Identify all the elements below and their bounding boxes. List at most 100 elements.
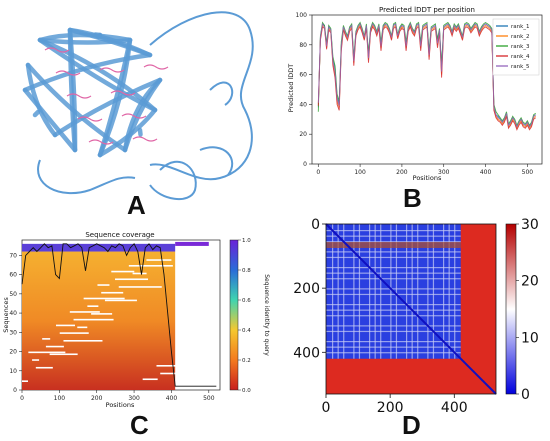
coverage-gap [77,326,88,329]
matrix-stripe [326,341,461,343]
matrix-stripe [326,230,461,232]
coverage-gap [28,351,66,354]
protein-structure-image [22,11,254,201]
x-tick-label: 0 [20,395,24,402]
matrix-stripe [326,304,461,306]
coverage-gap [128,265,173,267]
y-tick-label: 60 [9,272,17,279]
coverage-body [22,251,176,390]
matrix-stripe [326,315,461,317]
coverage-line [21,243,217,387]
matrix-stripe [326,288,461,290]
coverage-chart-panel: Sequence coverage Positions Sequences Se… [0,225,275,415]
helix-ribbon [67,27,153,58]
legend-entry: rank_5 [511,64,530,70]
series-line-rank_5 [317,22,536,128]
helix-edge [44,47,70,53]
helix-ribbon [37,32,133,43]
loop-region [209,81,234,106]
coverage-gap [22,380,28,382]
loop-region [149,11,254,181]
y-tick-label: 70 [9,252,17,259]
colorbar-tick-label: 30 [521,217,539,233]
y-tick-label: 60 [299,72,307,79]
panel-label-c: C [130,410,149,440]
colorbar-tick-label: 0 [521,387,530,403]
legend-entry: rank_3 [511,44,530,50]
matrix-stripe [343,224,345,359]
matrix-stripe [326,242,461,248]
coverage-gap [118,286,162,288]
panel-label-b: B [403,183,422,213]
x-tick-label: 100 [54,395,66,402]
coverage-gap [111,270,135,273]
coverage-gap [160,372,197,375]
x-tick-label: 500 [203,395,215,402]
helix-edge [55,70,81,76]
coverage-gap [83,297,125,300]
matrix-stripe [326,330,461,333]
query-row-tail [175,241,209,246]
matrix-stripe [374,224,376,359]
matrix-stripe [326,272,461,274]
y-tick-label: 20 [299,131,307,138]
helix-ribbon [137,127,143,137]
helix-edge [77,116,103,122]
y-tick-label: 0 [303,161,307,168]
y-tick-label: 40 [299,101,307,108]
coverage-gap [142,378,158,381]
x-tick-label: 200 [377,400,404,416]
matrix-stripe [411,224,413,359]
matrix-stripe [417,224,419,359]
matrix-stripe [326,293,461,296]
y-axis-label: Sequences [2,297,10,333]
helix-edge [143,64,169,70]
x-tick-label: 0 [316,169,320,176]
coverage-gap [45,345,64,348]
helix-edge [99,67,125,73]
coverage-gap [101,291,124,294]
matrix-stripe [326,251,461,253]
matrix-diagonal [325,223,497,395]
x-tick-label: 300 [438,169,450,176]
legend-entry: rank_4 [511,54,530,60]
y-tick-label: 20 [9,349,17,356]
coverage-gap [97,284,110,286]
legend-entry: rank_1 [511,24,530,30]
coverage-gap [49,353,78,356]
colorbar-tick-label: 1.0 [242,238,251,244]
colorbar-tick-label: 0.2 [242,358,251,364]
y-tick-label: 80 [299,42,307,49]
matrix-stripe [432,224,435,359]
y-tick-label: 40 [9,310,17,317]
x-tick-label: 400 [441,400,468,416]
helix-ribbon [37,37,133,45]
matrix-stripe [454,224,456,359]
query-row [22,243,176,252]
coverage-gap [156,365,183,367]
matrix-stripe [380,224,382,359]
matrix-stripe [326,235,461,237]
y-tick-label: 0 [311,217,320,233]
x-axis-label: Positions [106,401,135,409]
coverage-gap [91,313,113,315]
helix-ribbon [22,87,78,153]
y-tick-label: 30 [9,329,17,336]
x-tick-label: 100 [354,169,366,176]
colorbar-tick-label: 10 [521,330,539,346]
y-tick-label: 10 [9,368,17,375]
coverage-gap [132,272,147,275]
helix-edge [121,113,147,119]
colorbar-tick-label: 0.4 [242,328,251,334]
matrix-stripe [443,224,445,359]
coverage-chart: Sequence coverage Positions Sequences Se… [2,231,270,409]
colorbar-tick-label: 20 [521,274,539,290]
matrix-stripe [427,224,429,359]
coverage-gap [69,311,100,313]
coverage-gap [55,324,75,327]
colorbar-tick-label: 0.8 [242,268,251,274]
structure-panel [0,0,270,205]
matrix-stripe [326,256,461,259]
matrix-stripe [326,346,461,348]
coverage-gap [35,366,53,369]
